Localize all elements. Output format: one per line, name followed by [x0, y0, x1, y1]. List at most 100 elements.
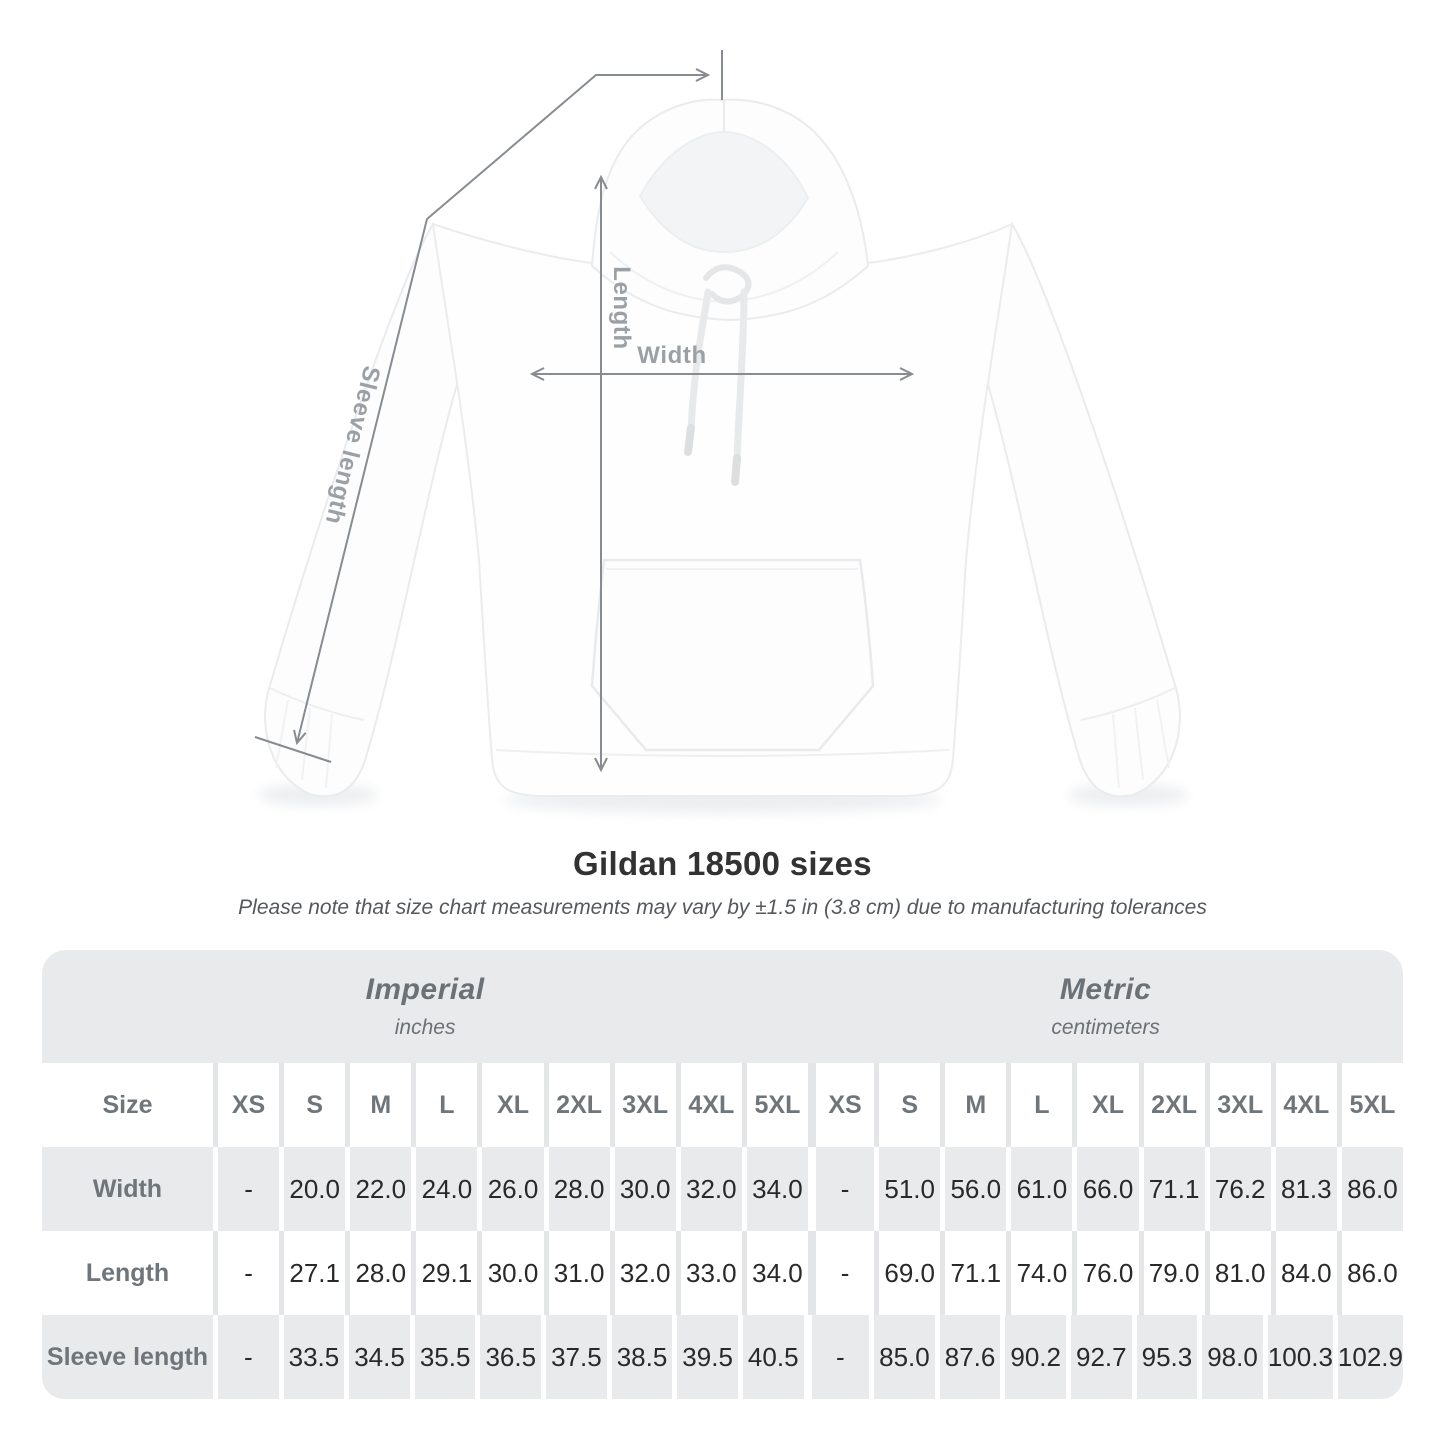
row-label: Width [92, 1174, 163, 1203]
table-cell: 33.5 [278, 1315, 345, 1399]
imperial-unit: inches [394, 1016, 456, 1039]
table-cell: 20.0 [279, 1147, 345, 1231]
table-cell: 92.7 [1065, 1315, 1132, 1399]
hoodie-measurement-diagram: Length Width Sleeve length [254, 50, 1188, 813]
table-cell: 86.0 [1336, 1231, 1403, 1315]
table-cell: 27.1 [279, 1231, 345, 1315]
table-cell: 85.0 [869, 1315, 935, 1399]
hoodie-illustration [254, 50, 1188, 813]
table-cell: 76.0 [1072, 1231, 1138, 1315]
right-sleeve [942, 222, 1181, 798]
table-cell: 26.0 [477, 1147, 543, 1231]
table-row: Length -27.1 28.0 29.1 30.0 31.0 32.0 33.0 34.0-… [42, 1231, 1403, 1315]
table-cell: 71.1 [1138, 1147, 1205, 1231]
table-cell: 31.0 [543, 1231, 610, 1315]
size-header-row: Size XS S M L XL 2XL 3XL 4XL 5XL XS S M L XL 2XL 3XL 4XL 5… [42, 1063, 1403, 1147]
imperial-title: Imperial [365, 973, 485, 1006]
table-cell: 32.0 [675, 1147, 742, 1231]
table-cell: 34.5 [344, 1315, 410, 1399]
table-cell: - [808, 1231, 874, 1315]
table-cell: 28.0 [345, 1231, 411, 1315]
table-cell: 35.5 [409, 1315, 476, 1399]
table-cell: 56.0 [940, 1147, 1006, 1231]
metric-title: Metric [1059, 973, 1152, 1006]
table-cell: 30.0 [609, 1147, 676, 1231]
size-col-header: S [874, 1063, 940, 1147]
table-cell: 29.1 [411, 1231, 477, 1315]
size-column-header: Size [102, 1090, 153, 1119]
size-col-header: M [345, 1063, 411, 1147]
heading-block: Gildan 18500 sizes Please note that size… [0, 845, 1445, 920]
table-cell: 87.6 [934, 1315, 1001, 1399]
table-cell: - [213, 1147, 279, 1231]
table-cell: 22.0 [345, 1147, 411, 1231]
unit-group-band: Imperial inches Metric centimeters [42, 950, 1403, 1063]
table-cell: 34.0 [741, 1147, 808, 1231]
size-col-header: S [279, 1063, 345, 1147]
size-chart-table: Imperial inches Metric centimeters Size X… [42, 950, 1403, 1399]
size-col-header: 5XL [1336, 1063, 1403, 1147]
table-cell: 61.0 [1006, 1147, 1072, 1231]
size-col-header: L [1006, 1063, 1072, 1147]
size-col-header: XL [477, 1063, 543, 1147]
table-cell: 28.0 [543, 1147, 610, 1231]
table-cell: 51.0 [874, 1147, 940, 1231]
table-cell: - [808, 1147, 874, 1231]
table-cell: 81.0 [1204, 1231, 1271, 1315]
table-cell: 81.3 [1270, 1147, 1337, 1231]
sleeve-length-cuff-tick [254, 736, 332, 763]
size-col-header: XS [808, 1063, 874, 1147]
size-col-header: 2XL [1138, 1063, 1205, 1147]
length-measure-label: Length [608, 266, 635, 350]
metric-unit: centimeters [1051, 1016, 1160, 1039]
size-col-header: 2XL [543, 1063, 610, 1147]
table-cell: - [213, 1315, 279, 1399]
metric-group-header: Metric centimeters [808, 950, 1403, 1063]
size-col-header: 3XL [1204, 1063, 1271, 1147]
table-cell: 98.0 [1197, 1315, 1263, 1399]
page-title: Gildan 18500 sizes [573, 845, 872, 882]
table-row: Sleeve length -33.5 34.5 35.5 36.5 37.5 38.5 39… [42, 1315, 1403, 1399]
table-cell: 66.0 [1072, 1147, 1138, 1231]
table-cell: 33.0 [675, 1231, 742, 1315]
kangaroo-pocket [590, 558, 875, 752]
table-cell: 76.2 [1204, 1147, 1271, 1231]
size-table-body: Size XS S M L XL 2XL 3XL 4XL 5XL XS S M L XL 2XL 3XL 4XL 5… [42, 1063, 1403, 1399]
table-cell: 74.0 [1006, 1231, 1072, 1315]
table-cell: 37.5 [541, 1315, 607, 1399]
size-col-header: 4XL [1270, 1063, 1337, 1147]
table-row: Width -20.0 22.0 24.0 26.0 28.0 30.0 32.0 34.0-5… [42, 1147, 1403, 1231]
table-cell: - [803, 1315, 870, 1399]
table-cell: 69.0 [874, 1231, 940, 1315]
table-cell: 40.5 [737, 1315, 804, 1399]
size-col-header: M [940, 1063, 1006, 1147]
table-cell: 32.0 [609, 1231, 676, 1315]
row-label: Length [85, 1258, 170, 1287]
size-col-header: 3XL [609, 1063, 676, 1147]
size-col-header: L [411, 1063, 477, 1147]
size-col-header: XS [213, 1063, 279, 1147]
waistband-seam [495, 749, 950, 757]
table-cell: 71.1 [940, 1231, 1006, 1315]
table-cell: 102.9 [1332, 1315, 1403, 1399]
size-col-header: XL [1072, 1063, 1138, 1147]
table-cell: 30.0 [477, 1231, 543, 1315]
table-cell: 39.5 [672, 1315, 738, 1399]
table-cell: 34.0 [741, 1231, 808, 1315]
table-cell: 79.0 [1138, 1231, 1205, 1315]
table-cell: 84.0 [1270, 1231, 1337, 1315]
row-label: Sleeve length [46, 1342, 209, 1371]
imperial-group-header: Imperial inches [42, 950, 808, 1063]
size-col-header: 5XL [741, 1063, 808, 1147]
table-cell: 95.3 [1131, 1315, 1198, 1399]
table-cell: - [213, 1231, 279, 1315]
table-cell: 24.0 [411, 1147, 477, 1231]
tolerance-note: Please note that size chart measurements… [238, 896, 1207, 919]
size-col-header: 4XL [675, 1063, 742, 1147]
table-cell: 36.5 [475, 1315, 541, 1399]
sleeve-length-arrow [293, 68, 711, 746]
table-cell: 38.5 [606, 1315, 673, 1399]
table-cell: 90.2 [1000, 1315, 1066, 1399]
table-cell: 100.3 [1262, 1315, 1333, 1399]
